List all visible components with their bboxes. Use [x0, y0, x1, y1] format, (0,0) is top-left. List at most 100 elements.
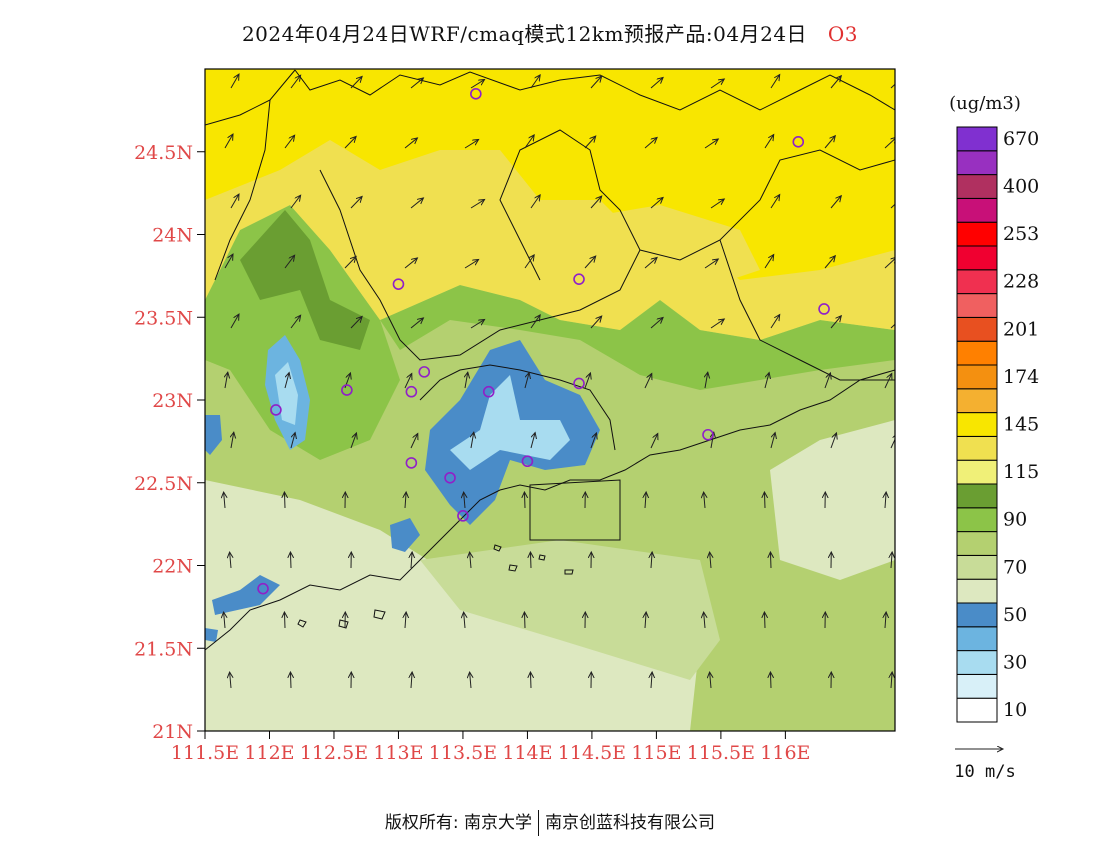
legend-swatch — [956, 578, 998, 604]
lon-tick-label: 113.5E — [429, 742, 497, 764]
lat-tick-label: 23.5N — [134, 307, 193, 329]
wind-arrow — [290, 195, 301, 209]
wind-arrow — [405, 492, 406, 509]
wind-arrow — [225, 372, 228, 389]
wind-arrow — [524, 612, 525, 629]
legend-label: 30 — [1003, 652, 1027, 674]
wind-arrow — [885, 492, 886, 509]
wind-arrow — [290, 315, 301, 329]
wind-arrow — [230, 194, 239, 209]
boundaries — [205, 69, 895, 651]
province-border — [205, 69, 895, 126]
wind-arrow — [284, 373, 289, 389]
wind-arrow — [584, 373, 590, 389]
wind-arrow — [344, 136, 356, 149]
lat-tick-label: 22N — [152, 556, 193, 578]
legend-swatch — [956, 126, 998, 152]
wind-arrow — [590, 196, 602, 209]
band-70-90-central — [420, 540, 720, 680]
legend-label: 50 — [1003, 604, 1027, 626]
legend-label: 253 — [1003, 223, 1039, 245]
title-main: 2024年04月24日WRF/cmaq模式12km预报产品:04月24日 — [241, 22, 808, 46]
wind-arrow — [290, 672, 291, 689]
title-species: O3 — [827, 22, 859, 46]
wind-arrow — [645, 492, 646, 509]
legend-swatch — [956, 221, 998, 247]
wind-arrow — [344, 256, 356, 269]
legend-label: 10 — [1003, 699, 1027, 721]
wind-arrow — [404, 138, 417, 149]
wind-arrow — [590, 433, 596, 449]
wind-arrow — [885, 612, 886, 629]
wind-arrow — [404, 258, 417, 269]
wind-arrow — [524, 255, 534, 269]
lon-tick-label: 114.5E — [558, 742, 626, 764]
legend-swatch — [956, 650, 998, 675]
legend-swatch — [956, 245, 998, 271]
wind-arrow — [584, 136, 596, 149]
pearl-river-region — [419, 364, 621, 541]
wind-arrow — [704, 492, 705, 509]
wind-arrow — [224, 254, 233, 269]
station-marker — [521, 455, 534, 468]
wind-arrow — [470, 672, 471, 689]
legend-swatch — [956, 554, 998, 580]
district-border-b — [639, 149, 895, 381]
wind-arrow — [710, 552, 711, 569]
wind-arrow — [650, 433, 658, 449]
legend-swatch — [956, 483, 998, 509]
legend-swatch — [956, 364, 998, 390]
wind-arrow — [350, 316, 362, 329]
legend-swatch — [956, 507, 998, 533]
wind-arrow — [230, 672, 231, 689]
band-115-145-west-core — [240, 210, 370, 350]
color-legend: 10 30 50 70 90 115 145 174 201 228 253 400 670 — [956, 126, 1039, 723]
wind-arrow — [284, 255, 295, 269]
wind-arrow — [224, 492, 225, 509]
legend-label: 201 — [1003, 318, 1039, 340]
legend-label: 400 — [1003, 176, 1039, 198]
wind-arrow — [224, 612, 225, 629]
wind-arrow — [284, 135, 295, 149]
station-marker — [470, 88, 482, 100]
wind-arrow — [824, 373, 830, 389]
wind-arrow — [710, 319, 724, 329]
legend-swatch — [956, 673, 998, 699]
wind-arrow — [464, 492, 465, 509]
wind-arrow — [224, 134, 233, 149]
band-30-50-south — [390, 518, 420, 552]
wind-arrow — [350, 196, 362, 209]
wind-arrow — [464, 612, 465, 629]
copyright-text: 版权所有: 南京大学 — [384, 813, 533, 833]
station-marker — [418, 366, 431, 378]
wind-arrow — [411, 672, 412, 689]
legend-swatch — [956, 459, 998, 485]
station-markers — [257, 88, 830, 595]
wind-arrow — [891, 672, 892, 689]
wind-vectors — [224, 74, 895, 689]
wind-arrow — [290, 75, 301, 89]
legend-label: 174 — [1003, 366, 1039, 388]
wind-arrow — [644, 138, 657, 149]
wind-arrow — [890, 83, 895, 89]
wind-arrow — [230, 314, 239, 329]
wind-arrow — [770, 75, 780, 89]
legend-swatch — [956, 531, 998, 556]
lon-tick-label: 115E — [631, 742, 681, 764]
station-marker — [818, 303, 830, 315]
legend-swatch — [956, 269, 998, 295]
wind-arrow — [830, 316, 841, 329]
legend-label: 670 — [1003, 128, 1039, 150]
wind-arrow — [650, 318, 663, 329]
wind-arrow — [891, 552, 892, 569]
company-text: 南京创蓝科技有限公司 — [545, 813, 716, 833]
wind-arrow — [530, 195, 540, 209]
wind-arrow — [651, 552, 652, 569]
wind-scale-label: 10 m/s — [954, 762, 1015, 782]
lon-tick-label: 116E — [760, 742, 810, 764]
lat-tick-label: 21N — [152, 721, 193, 743]
wind-arrow — [470, 320, 485, 329]
wind-arrow — [644, 258, 657, 269]
wind-arrow — [350, 76, 362, 89]
